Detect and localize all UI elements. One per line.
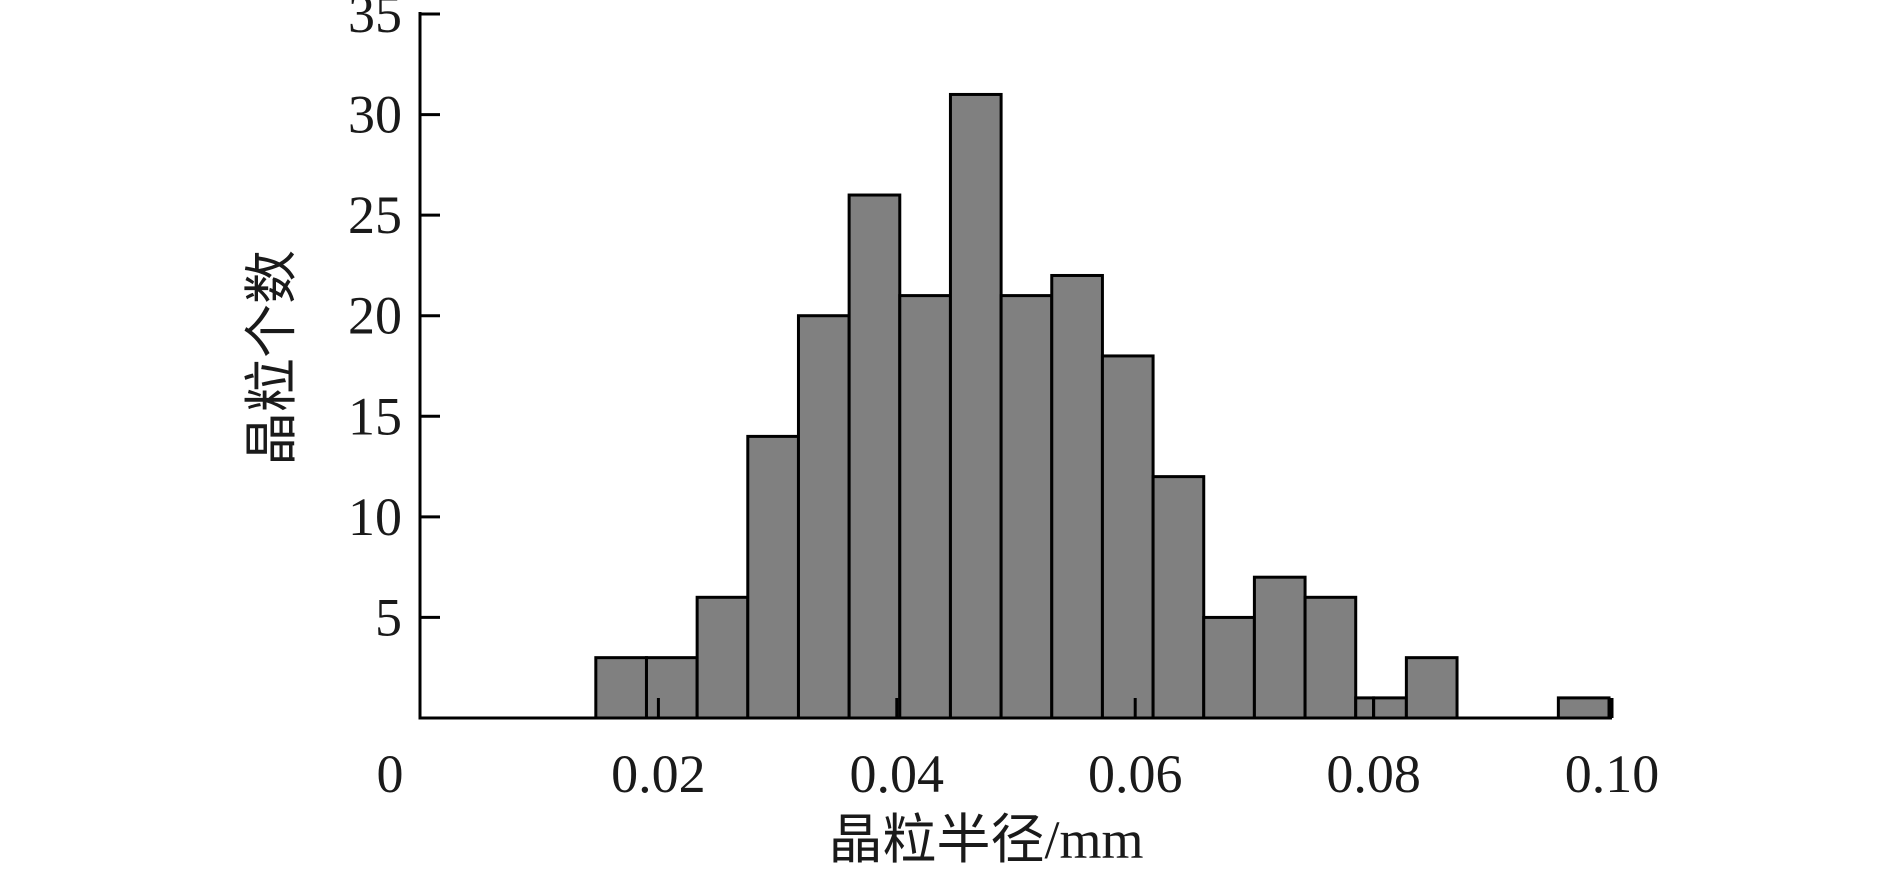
y-tick-label: 25	[348, 185, 402, 245]
axes	[418, 12, 1612, 720]
y-tick-label: 30	[348, 85, 402, 145]
histogram-bar-12	[1151, 475, 1206, 720]
histogram-bar-3	[695, 595, 750, 720]
y-tick-label: 20	[348, 286, 402, 346]
y-tick-label: 15	[348, 386, 402, 446]
y-axis-ticks: 5 10 15 20 25 30 35	[348, 0, 440, 647]
histogram-bar-5	[796, 314, 851, 720]
origin-label: 0	[377, 744, 404, 804]
histogram-bar-7	[898, 294, 952, 720]
x-axis-ticks: 0.02 0.04 0.06 0.08 0.10	[611, 698, 1659, 804]
histogram-bar-10	[1050, 273, 1104, 720]
histogram-bar-16	[1354, 696, 1376, 720]
x-axis-title: 晶粒半径/mm	[828, 810, 1143, 869]
x-tick-label: 0.10	[1565, 744, 1660, 804]
x-tick-label: 0.04	[850, 744, 945, 804]
histogram-bar-1	[594, 656, 648, 720]
histogram-bar-6	[847, 193, 902, 720]
y-axis-title: 晶粒个数	[242, 250, 302, 466]
x-tick-label: 0.02	[611, 744, 706, 804]
histogram-bar-9	[999, 294, 1054, 720]
y-tick-label: 10	[348, 487, 402, 547]
histogram-bar-4	[746, 434, 800, 720]
histogram-bar-2	[644, 656, 699, 720]
histogram-bar-18	[1404, 656, 1459, 720]
histogram-bar-8	[948, 92, 1003, 720]
y-tick-label: 35	[348, 0, 402, 44]
histogram-bars	[594, 92, 1611, 720]
histogram-bar-15	[1303, 595, 1358, 720]
histogram-bar-19	[1556, 696, 1611, 720]
histogram-bar-13	[1202, 615, 1256, 720]
histogram-bar-14	[1252, 575, 1307, 720]
x-tick-label: 0.06	[1088, 744, 1183, 804]
y-tick-label: 5	[375, 587, 402, 647]
histogram-bar-17	[1372, 696, 1408, 720]
x-tick-label: 0.08	[1326, 744, 1421, 804]
histogram-bar-11	[1100, 354, 1155, 720]
